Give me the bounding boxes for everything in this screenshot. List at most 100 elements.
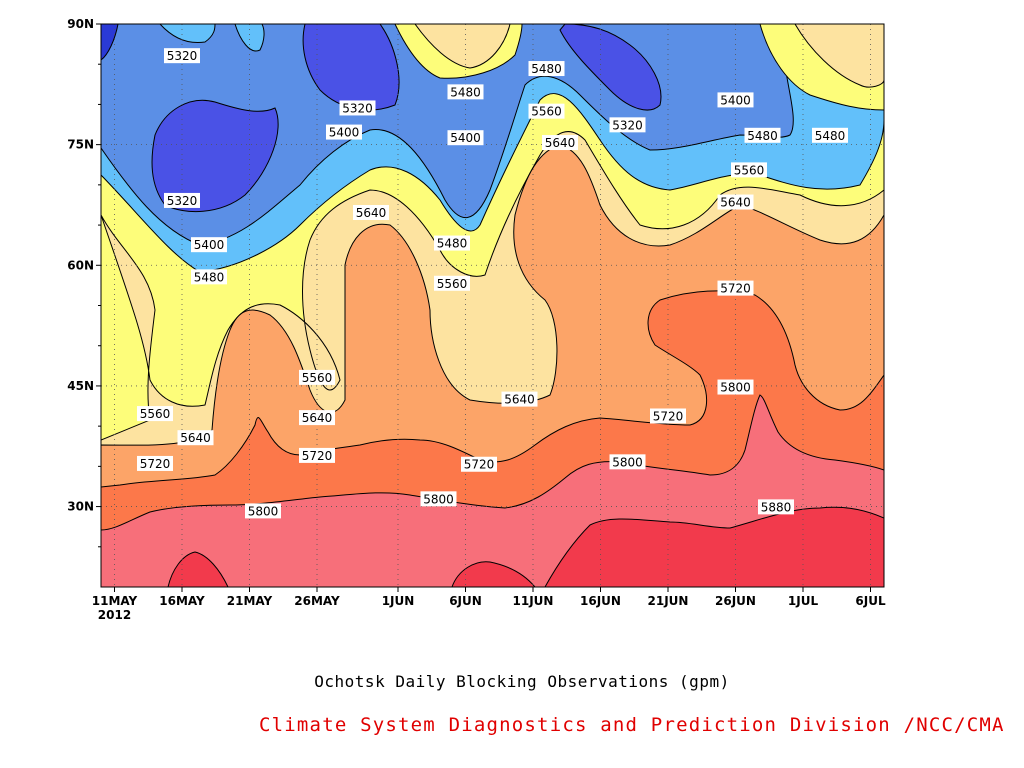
- contour-label: 5480: [191, 269, 227, 285]
- contour-label: 5560: [528, 103, 565, 119]
- contour-label-text: 5560: [140, 407, 171, 421]
- contour-label-text: 5480: [747, 129, 778, 143]
- contour-label-text: 5400: [450, 131, 481, 145]
- contour-label-text: 5400: [194, 238, 225, 252]
- contour-label-text: 5400: [720, 93, 751, 107]
- contour-label: 5640: [353, 205, 389, 221]
- contour-label: 5800: [609, 454, 646, 470]
- contour-label: 5720: [299, 447, 335, 463]
- x-tick-label: 26MAY: [294, 594, 340, 608]
- x-tick-label: 1JUN: [382, 594, 415, 608]
- contour-label: 5800: [717, 379, 754, 395]
- x-tick-label: 26JUN: [715, 594, 756, 608]
- y-axis: 30N 45N 60N 75N 90N: [67, 17, 101, 548]
- x-tick-label: 21JUN: [648, 594, 689, 608]
- contour-label-text: 5320: [167, 194, 198, 208]
- contour-label-text: 5400: [329, 126, 360, 140]
- contour-label-text: 5720: [140, 457, 171, 471]
- contour-label-text: 5640: [180, 431, 211, 445]
- contour-label: 5640: [717, 194, 754, 210]
- contour-label: 5720: [461, 456, 497, 472]
- contour-label: 5560: [731, 162, 767, 178]
- contour-label-text: 5480: [450, 85, 481, 99]
- contour-label-text: 5640: [356, 206, 387, 220]
- x-tick-label: 11MAY: [92, 594, 138, 608]
- contour-label-text: 5480: [815, 129, 846, 143]
- contour-label: 5640: [542, 135, 578, 151]
- contour-label: 5320: [164, 48, 200, 64]
- contour-label: 5720: [137, 455, 173, 471]
- contour-label: 5480: [447, 84, 484, 100]
- contour-label: 5320: [609, 117, 646, 133]
- contour-label-text: 5720: [302, 449, 333, 463]
- band-below-5320-left: [151, 99, 279, 213]
- x-tick-label: 6JUL: [855, 594, 886, 608]
- contour-label: 5320: [339, 100, 376, 116]
- band-above-5880-mid: [451, 561, 536, 587]
- contour-label: 5560: [137, 406, 173, 422]
- pocket-5560-top-right: [794, 24, 884, 88]
- x-year-label: 2012: [98, 608, 131, 622]
- contour-label: 5800: [245, 503, 281, 519]
- contour-label-text: 5720: [653, 409, 684, 423]
- plot-area: 11MAY 16MAY 21MAY 26MAY 1JUN 6JUN 11JUN 16JUN 21…: [67, 17, 886, 622]
- y-tick-label: 75N: [67, 138, 94, 152]
- band-above-5880-right: [544, 506, 884, 587]
- x-axis: 11MAY 16MAY 21MAY 26MAY 1JUN 6JUN 11JUN 16JUN 21…: [92, 587, 886, 622]
- contour-label-text: 5720: [464, 458, 495, 472]
- grid-lines: [101, 24, 884, 587]
- contour-label: 5720: [650, 408, 686, 424]
- contour-label-text: 5800: [423, 492, 454, 506]
- contour-label: 5720: [717, 280, 754, 296]
- x-tick-label: 11JUN: [513, 594, 554, 608]
- contour-label: 5400: [447, 130, 484, 146]
- contour-label: 5480: [528, 61, 565, 77]
- x-tick-label: 16MAY: [159, 594, 205, 608]
- contour-label: 5480: [812, 127, 848, 143]
- contour-label: 5640: [177, 430, 214, 446]
- contour-label-text: 5480: [194, 270, 225, 284]
- contour-label-text: 5800: [720, 381, 751, 395]
- contour-label: 5480: [434, 235, 470, 251]
- chart-title: Ochotsk Daily Blocking Observations (gpm…: [314, 672, 730, 691]
- contour-label-text: 5800: [612, 455, 643, 469]
- pocket-5400-top-left: [159, 24, 216, 44]
- band-below-5320-right: [559, 24, 662, 111]
- band-above-5880-left: [167, 551, 229, 587]
- contour-label: 5640: [501, 391, 538, 407]
- x-tick-label: 16JUN: [580, 594, 621, 608]
- contour-label-text: 5640: [302, 411, 333, 425]
- contour-label-text: 5320: [167, 49, 198, 63]
- contour-label: 5400: [717, 92, 754, 108]
- pocket-5560-top: [414, 24, 511, 69]
- contour-label: 5480: [744, 127, 781, 143]
- contour-label-text: 5800: [248, 504, 279, 518]
- y-tick-label: 45N: [67, 379, 94, 393]
- contour-label: 5640: [299, 410, 335, 426]
- contour-label-text: 5640: [545, 136, 576, 150]
- contour-label-text: 5880: [761, 500, 792, 514]
- contour-label-text: 5720: [720, 282, 751, 296]
- x-tick-label: 21MAY: [227, 594, 273, 608]
- contour-label: 5800: [420, 491, 457, 507]
- contour-label-text: 5640: [504, 393, 535, 407]
- contour-label: 5400: [191, 237, 227, 253]
- contour-label-text: 5320: [342, 101, 373, 115]
- y-tick-label: 90N: [67, 17, 94, 31]
- x-tick-label: 6JUN: [449, 594, 482, 608]
- contour-label-text: 5320: [612, 118, 643, 132]
- contour-label: 5400: [326, 124, 362, 140]
- contour-label-text: 5640: [720, 196, 751, 210]
- y-tick-label: 30N: [67, 500, 94, 514]
- contour-label: 5880: [758, 499, 794, 515]
- credit-line: Climate System Diagnostics and Predictio…: [259, 714, 1005, 736]
- x-tick-label: 1JUL: [788, 594, 819, 608]
- contour-label-text: 5480: [437, 237, 468, 251]
- contour-label: 5320: [164, 192, 200, 208]
- contour-label-text: 5560: [734, 163, 765, 177]
- pocket-5400-top-mid: [234, 24, 265, 52]
- contour-label-text: 5560: [302, 371, 333, 385]
- contour-label-text: 5480: [531, 62, 562, 76]
- contour-labels: 5320 5320 5400 5480 5560 5640 5720 5800 5560 5640…: [137, 48, 848, 519]
